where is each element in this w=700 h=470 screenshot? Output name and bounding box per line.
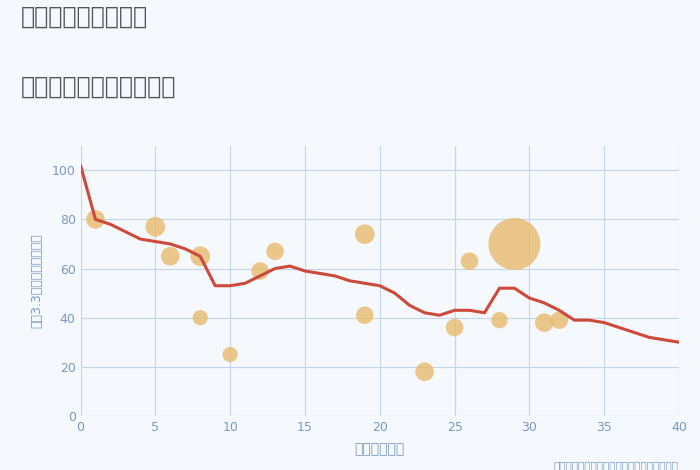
Text: 兵庫県姫路市南条の: 兵庫県姫路市南条の <box>21 5 148 29</box>
Y-axis label: 坪（3.3㎡）単価（万円）: 坪（3.3㎡）単価（万円） <box>30 234 43 328</box>
Point <box>255 267 266 275</box>
Point <box>195 314 206 321</box>
Point <box>225 351 236 358</box>
Text: 築年数別中古戸建て価格: 築年数別中古戸建て価格 <box>21 75 176 99</box>
Point <box>554 316 565 324</box>
Point <box>270 248 281 255</box>
Point <box>494 316 505 324</box>
Point <box>164 252 176 260</box>
Point <box>449 324 460 331</box>
Point <box>195 252 206 260</box>
Point <box>509 240 520 248</box>
Point <box>150 223 161 231</box>
Point <box>464 258 475 265</box>
Point <box>539 319 550 326</box>
Point <box>359 230 370 238</box>
Point <box>359 312 370 319</box>
X-axis label: 築年数（年）: 築年数（年） <box>355 442 405 456</box>
Text: 円の大きさは、取引のあった物件面積を示す: 円の大きさは、取引のあった物件面積を示す <box>554 461 679 470</box>
Point <box>419 368 430 376</box>
Point <box>90 216 101 223</box>
